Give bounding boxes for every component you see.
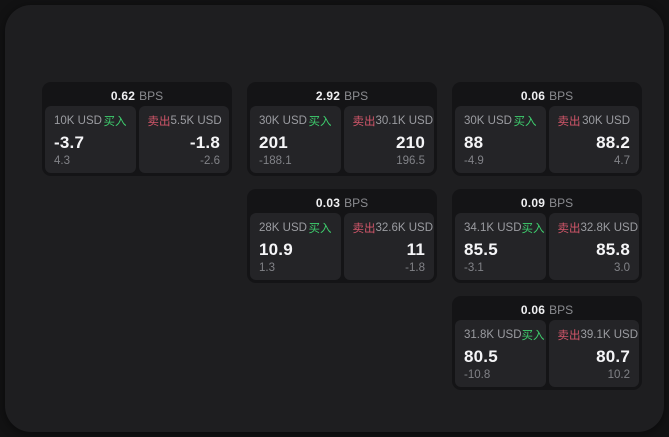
buy-button[interactable]: 买入	[308, 116, 332, 128]
sell-size: 39.1K USD	[580, 329, 639, 341]
sell-quote-tile[interactable]: 卖出 30.1K USD 210 196.5	[343, 106, 434, 173]
sell-price: 210	[396, 132, 425, 152]
buy-price: 10.9	[259, 239, 293, 259]
bps-unit-label: BPS	[549, 195, 574, 210]
sell-quote-tile[interactable]: 卖出 32.6K USD 11 -1.8	[343, 213, 434, 280]
buy-delta: 1.3	[259, 261, 275, 274]
spread-header: 0.03 BPS	[250, 192, 434, 213]
sell-size: 32.6K USD	[375, 222, 434, 234]
quote-card: 0.06 BPS 31.8K USD 买入 80.5 -10.8 卖出 39.1…	[452, 296, 642, 390]
spread-header: 2.92 BPS	[250, 85, 434, 106]
buy-price: -3.7	[54, 132, 85, 152]
buy-button[interactable]: 买入	[513, 116, 537, 128]
buy-delta: -4.9	[464, 154, 484, 167]
buy-price: 85.5	[464, 239, 498, 259]
quote-tiles: 10K USD 买入 -3.7 4.3 卖出 5.5K USD -1.8 -2.…	[45, 106, 229, 173]
sell-button[interactable]: 卖出	[557, 223, 581, 235]
quote-card: 0.09 BPS 34.1K USD 买入 85.5 -3.1 卖出 32.8K…	[452, 189, 642, 283]
sell-quote-tile[interactable]: 卖出 32.8K USD 85.8 3.0	[548, 213, 639, 280]
sell-size: 5.5K USD	[170, 115, 222, 127]
sell-delta: 10.2	[607, 368, 630, 381]
spread-header: 0.06 BPS	[455, 299, 639, 320]
buy-delta: -188.1	[259, 154, 292, 167]
buy-size: 34.1K USD	[464, 222, 522, 234]
spread-header: 0.09 BPS	[455, 192, 639, 213]
quote-tiles: 28K USD 买入 10.9 1.3 卖出 32.6K USD 11 -1.8	[250, 213, 434, 280]
buy-delta: -3.1	[464, 261, 484, 274]
bps-unit-label: BPS	[344, 195, 369, 210]
sell-price: 85.8	[596, 239, 630, 259]
quote-tiles: 30K USD 买入 201 -188.1 卖出 30.1K USD 210 1…	[250, 106, 434, 173]
sell-price: -1.8	[189, 132, 220, 152]
spread-value: 0.03	[315, 195, 341, 210]
app-panel: 0.62 BPS 10K USD 买入 -3.7 4.3 卖出 5.5K USD…	[5, 5, 664, 432]
spread-value: 0.62	[110, 88, 136, 103]
sell-price: 11	[406, 239, 425, 259]
buy-price: 201	[259, 132, 288, 152]
sell-quote-tile[interactable]: 卖出 30K USD 88.2 4.7	[548, 106, 639, 173]
spread-header: 0.62 BPS	[45, 85, 229, 106]
buy-size: 28K USD	[259, 222, 307, 234]
bps-unit-label: BPS	[549, 302, 574, 317]
sell-quote-tile[interactable]: 卖出 5.5K USD -1.8 -2.6	[138, 106, 229, 173]
buy-quote-tile[interactable]: 28K USD 买入 10.9 1.3	[250, 213, 341, 280]
quote-card: 0.06 BPS 30K USD 买入 88 -4.9 卖出 30K USD 8…	[452, 82, 642, 176]
quote-card: 0.62 BPS 10K USD 买入 -3.7 4.3 卖出 5.5K USD…	[42, 82, 232, 176]
sell-button[interactable]: 卖出	[557, 330, 581, 342]
buy-size: 31.8K USD	[464, 329, 522, 341]
sell-delta: 196.5	[396, 154, 425, 167]
quote-card: 2.92 BPS 30K USD 买入 201 -188.1 卖出 30.1K …	[247, 82, 437, 176]
bps-unit-label: BPS	[549, 88, 574, 103]
sell-button[interactable]: 卖出	[352, 223, 376, 235]
sell-price: 88.2	[596, 132, 630, 152]
buy-quote-tile[interactable]: 31.8K USD 买入 80.5 -10.8	[455, 320, 546, 387]
sell-quote-tile[interactable]: 卖出 39.1K USD 80.7 10.2	[548, 320, 639, 387]
sell-delta: 4.7	[614, 154, 630, 167]
quote-card: 0.03 BPS 28K USD 买入 10.9 1.3 卖出 32.6K US…	[247, 189, 437, 283]
quote-tiles: 34.1K USD 买入 85.5 -3.1 卖出 32.8K USD 85.8…	[455, 213, 639, 280]
sell-button[interactable]: 卖出	[147, 116, 171, 128]
quote-tiles: 30K USD 买入 88 -4.9 卖出 30K USD 88.2 4.7	[455, 106, 639, 173]
buy-price: 80.5	[464, 346, 498, 366]
sell-delta: -1.8	[405, 261, 425, 274]
spread-value: 0.06	[520, 302, 546, 317]
buy-size: 30K USD	[259, 115, 307, 127]
bps-unit-label: BPS	[344, 88, 369, 103]
bps-unit-label: BPS	[139, 88, 164, 103]
buy-quote-tile[interactable]: 30K USD 买入 88 -4.9	[455, 106, 546, 173]
spread-value: 0.06	[520, 88, 546, 103]
buy-price: 88	[464, 132, 484, 152]
spread-value: 0.09	[520, 195, 546, 210]
buy-delta: -10.8	[464, 368, 491, 381]
spread-header: 0.06 BPS	[455, 85, 639, 106]
buy-quote-tile[interactable]: 10K USD 买入 -3.7 4.3	[45, 106, 136, 173]
sell-size: 30.1K USD	[375, 115, 434, 127]
buy-button[interactable]: 买入	[521, 330, 545, 342]
sell-size: 32.8K USD	[580, 222, 639, 234]
sell-size: 30K USD	[582, 115, 630, 127]
buy-delta: 4.3	[54, 154, 70, 167]
sell-delta: 3.0	[614, 261, 630, 274]
buy-quote-tile[interactable]: 30K USD 买入 201 -188.1	[250, 106, 341, 173]
buy-button[interactable]: 买入	[103, 116, 127, 128]
quote-tiles: 31.8K USD 买入 80.5 -10.8 卖出 39.1K USD 80.…	[455, 320, 639, 387]
cards-grid: 0.62 BPS 10K USD 买入 -3.7 4.3 卖出 5.5K USD…	[42, 82, 642, 390]
buy-quote-tile[interactable]: 34.1K USD 买入 85.5 -3.1	[455, 213, 546, 280]
buy-button[interactable]: 买入	[308, 223, 332, 235]
buy-size: 30K USD	[464, 115, 512, 127]
buy-size: 10K USD	[54, 115, 102, 127]
sell-price: 80.7	[596, 346, 630, 366]
sell-delta: -2.6	[200, 154, 220, 167]
sell-button[interactable]: 卖出	[352, 116, 376, 128]
buy-button[interactable]: 买入	[521, 223, 545, 235]
spread-value: 2.92	[315, 88, 341, 103]
sell-button[interactable]: 卖出	[557, 116, 581, 128]
